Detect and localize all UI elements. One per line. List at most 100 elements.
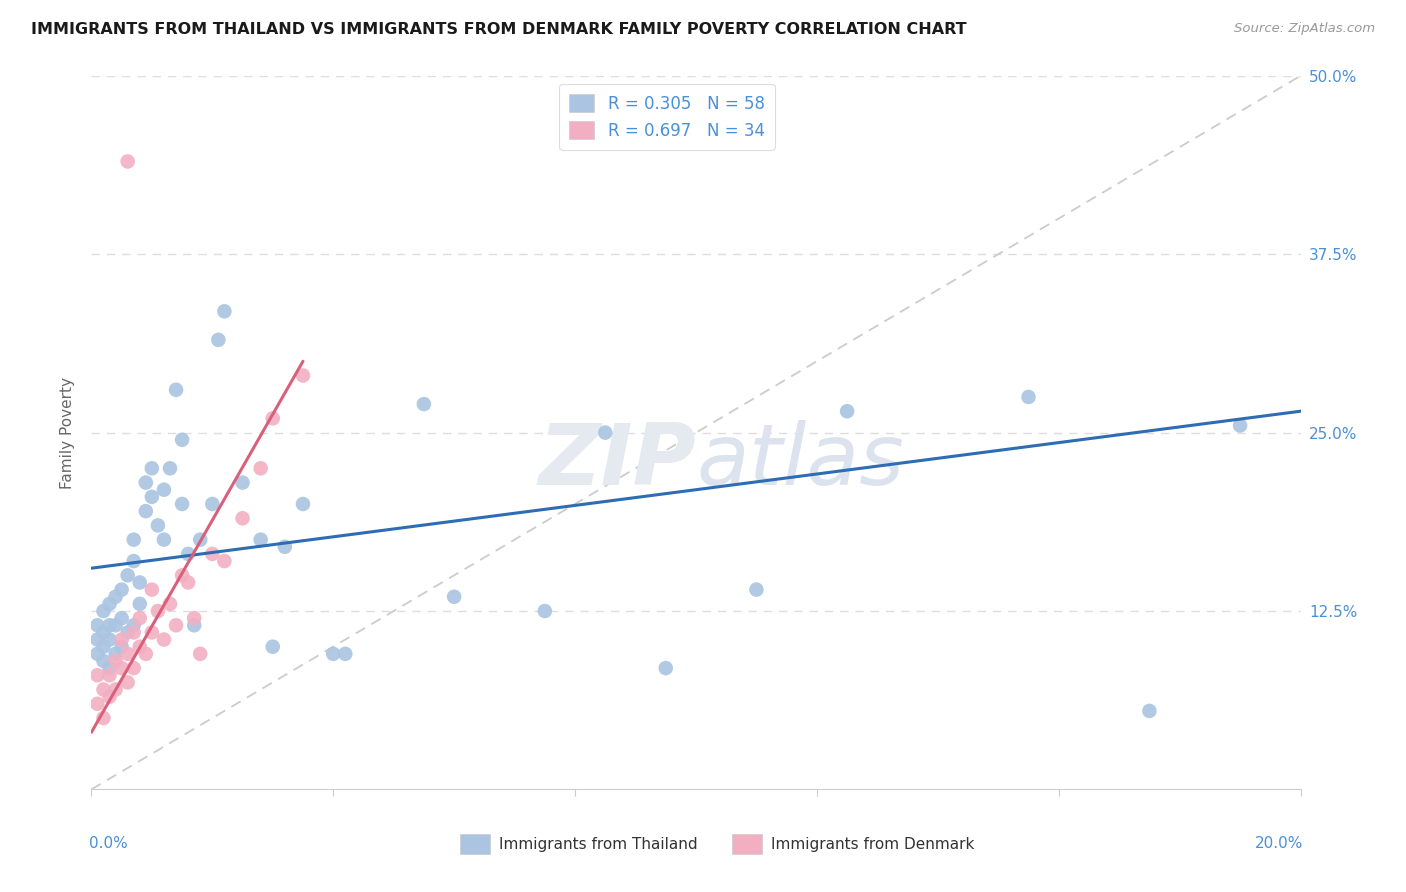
Point bbox=[98, 597, 121, 611]
Point bbox=[533, 604, 555, 618]
Point bbox=[165, 618, 187, 632]
Point bbox=[835, 404, 858, 418]
Point bbox=[117, 647, 139, 661]
Point bbox=[159, 461, 181, 475]
Point bbox=[274, 540, 297, 554]
Point bbox=[122, 625, 145, 640]
Point bbox=[141, 625, 163, 640]
Point bbox=[153, 483, 176, 497]
Point bbox=[86, 632, 108, 647]
Point bbox=[183, 618, 205, 632]
Point bbox=[93, 711, 115, 725]
Point bbox=[93, 604, 115, 618]
Point bbox=[207, 333, 229, 347]
Point bbox=[231, 475, 253, 490]
Point bbox=[292, 497, 315, 511]
Point bbox=[262, 640, 284, 654]
Point bbox=[183, 611, 205, 625]
Point bbox=[135, 475, 157, 490]
Point bbox=[135, 504, 157, 518]
Point bbox=[98, 661, 121, 675]
Point bbox=[122, 618, 145, 632]
Point bbox=[249, 533, 271, 547]
Point bbox=[745, 582, 768, 597]
Point bbox=[165, 383, 187, 397]
Point bbox=[86, 618, 108, 632]
Text: Immigrants from Thailand: Immigrants from Thailand bbox=[499, 837, 697, 852]
Point bbox=[117, 154, 139, 169]
Point bbox=[111, 632, 132, 647]
Y-axis label: Family Poverty: Family Poverty bbox=[60, 376, 76, 489]
Point bbox=[104, 618, 127, 632]
Point bbox=[98, 668, 121, 682]
Point bbox=[177, 575, 200, 590]
Point bbox=[128, 640, 150, 654]
Text: 20.0%: 20.0% bbox=[1254, 836, 1303, 851]
Point bbox=[122, 533, 145, 547]
Point bbox=[117, 625, 139, 640]
Point bbox=[231, 511, 253, 525]
Point bbox=[1229, 418, 1251, 433]
Point bbox=[188, 647, 211, 661]
Point bbox=[177, 547, 200, 561]
Point bbox=[188, 533, 211, 547]
Legend: R = 0.305   N = 58, R = 0.697   N = 34: R = 0.305 N = 58, R = 0.697 N = 34 bbox=[560, 84, 775, 150]
Text: ZIP: ZIP bbox=[538, 419, 696, 503]
Point bbox=[413, 397, 436, 411]
Point bbox=[335, 647, 357, 661]
Bar bbox=[733, 834, 762, 854]
Point bbox=[443, 590, 465, 604]
Point bbox=[93, 654, 115, 668]
Point bbox=[111, 582, 132, 597]
Point bbox=[172, 568, 194, 582]
Point bbox=[249, 461, 271, 475]
Point bbox=[292, 368, 315, 383]
Point bbox=[159, 597, 181, 611]
Text: 0.0%: 0.0% bbox=[89, 836, 128, 851]
Point bbox=[172, 433, 194, 447]
Text: IMMIGRANTS FROM THAILAND VS IMMIGRANTS FROM DENMARK FAMILY POVERTY CORRELATION C: IMMIGRANTS FROM THAILAND VS IMMIGRANTS F… bbox=[31, 22, 966, 37]
Point bbox=[93, 625, 115, 640]
Point bbox=[146, 518, 169, 533]
Point bbox=[146, 604, 169, 618]
Point bbox=[201, 547, 224, 561]
Point bbox=[104, 590, 127, 604]
Point bbox=[128, 575, 150, 590]
Point bbox=[128, 611, 150, 625]
Point bbox=[93, 640, 115, 654]
Point bbox=[322, 647, 344, 661]
Point bbox=[111, 640, 132, 654]
Text: Source: ZipAtlas.com: Source: ZipAtlas.com bbox=[1234, 22, 1375, 36]
Text: Immigrants from Denmark: Immigrants from Denmark bbox=[770, 837, 974, 852]
Point bbox=[262, 411, 284, 425]
Point bbox=[1018, 390, 1040, 404]
Point bbox=[98, 632, 121, 647]
Point bbox=[1139, 704, 1161, 718]
Point bbox=[104, 654, 127, 668]
Point bbox=[111, 611, 132, 625]
Point bbox=[122, 554, 145, 568]
Point bbox=[98, 618, 121, 632]
Point bbox=[135, 647, 157, 661]
Point bbox=[86, 668, 108, 682]
Point bbox=[93, 682, 115, 697]
Point bbox=[117, 568, 139, 582]
Point bbox=[214, 554, 236, 568]
Point bbox=[214, 304, 236, 318]
Point bbox=[128, 597, 150, 611]
Point bbox=[141, 461, 163, 475]
Point bbox=[104, 682, 127, 697]
Point bbox=[141, 490, 163, 504]
Point bbox=[117, 675, 139, 690]
Point bbox=[111, 661, 132, 675]
Point bbox=[86, 697, 108, 711]
Point bbox=[122, 661, 145, 675]
Point bbox=[654, 661, 676, 675]
Point bbox=[172, 497, 194, 511]
Point bbox=[104, 647, 127, 661]
Point bbox=[141, 582, 163, 597]
Text: atlas: atlas bbox=[696, 419, 904, 503]
Point bbox=[153, 533, 176, 547]
Point bbox=[595, 425, 617, 440]
Point bbox=[98, 690, 121, 704]
